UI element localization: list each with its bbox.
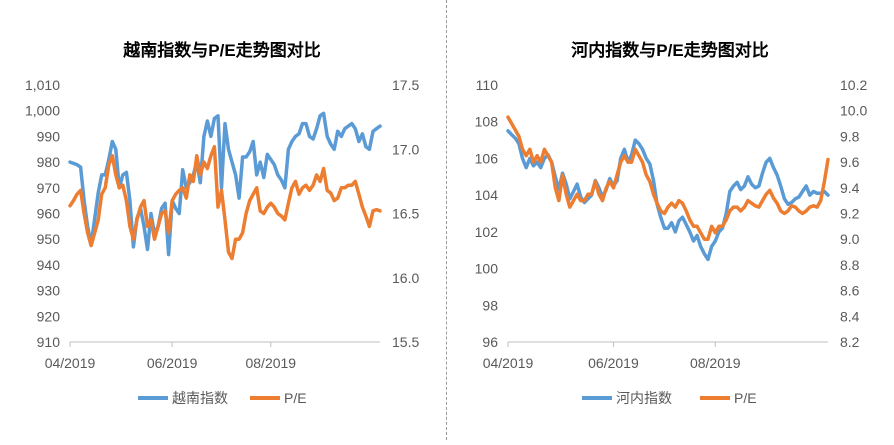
vn-x-tick-label: 04/2019 <box>45 355 96 371</box>
vn-left-tick-label: 910 <box>37 334 61 350</box>
hnx-left-tick-label: 96 <box>482 334 498 350</box>
hnx-left-tick-label: 106 <box>475 150 499 166</box>
hnx-left-tick-label: 102 <box>475 224 499 240</box>
vn-left-tick-label: 930 <box>37 283 61 299</box>
vn-left-tick-label: 1,000 <box>25 103 60 119</box>
hnx-x-tick-label: 06/2019 <box>588 355 639 371</box>
hnx-series-line-pe <box>506 115 830 241</box>
panel-divider <box>446 0 447 440</box>
hnx-right-tick-label: 10.2 <box>840 77 867 93</box>
chart-panel-hnx-index: 河内指数与P/E走势图对比 96 98 100 102 104 106 108 110 8.2 8.… <box>448 0 894 440</box>
hnx-right-tick-label: 10.0 <box>840 103 867 119</box>
vn-series-line-index <box>68 111 382 257</box>
hnx-left-tick-label: 108 <box>475 114 499 130</box>
hnx-x-tick-label: 08/2019 <box>690 355 741 371</box>
hnx-right-tick-label: 9.0 <box>840 231 860 247</box>
hnx-right-tick-label: 8.8 <box>840 257 860 273</box>
hnx-legend-label: 河内指数 <box>616 390 672 406</box>
vn-left-tick-label: 1,010 <box>25 77 60 93</box>
hnx-left-tick-label: 110 <box>476 77 499 93</box>
vn-legend-label: P/E <box>284 390 307 406</box>
vn-left-tick-label: 950 <box>37 231 61 247</box>
hnx-right-tick-label: 8.6 <box>840 283 860 299</box>
vn-legend-label: 越南指数 <box>172 390 228 406</box>
vn-x-tick-label: 06/2019 <box>147 355 198 371</box>
vn-left-tick-label: 920 <box>37 308 61 324</box>
vn-right-tick-label: 17.5 <box>392 77 419 93</box>
hnx-right-tick-label: 9.4 <box>840 180 860 196</box>
vn-series-line-pe <box>68 144 382 261</box>
hnx-right-tick-label: 8.4 <box>840 308 860 324</box>
vn-right-tick-label: 16.0 <box>392 270 419 286</box>
vn-x-tick-label: 08/2019 <box>245 355 296 371</box>
vn-right-tick-label: 17.0 <box>392 141 419 157</box>
hnx-right-tick-label: 9.6 <box>840 154 860 170</box>
vn-left-tick-label: 940 <box>37 257 61 273</box>
hnx-x-tick-label: 04/2019 <box>483 355 534 371</box>
vn-right-tick-label: 15.5 <box>392 334 419 350</box>
hnx-right-tick-label: 8.2 <box>840 334 860 350</box>
chart-panel-vn-index: 越南指数与P/E走势图对比 910 920 930 940 950 960 970 980 990… <box>0 0 446 440</box>
hnx-index-chart: 河内指数与P/E走势图对比 96 98 100 102 104 106 108 110 8.2 8.… <box>475 40 868 406</box>
vn-index-chart: 越南指数与P/E走势图对比 910 920 930 940 950 960 970 980 990… <box>25 40 420 406</box>
hnx-left-tick-label: 98 <box>482 297 498 313</box>
hnx-legend-label: P/E <box>734 390 757 406</box>
hnx-right-tick-label: 9.8 <box>840 128 860 144</box>
vn-left-tick-label: 960 <box>37 206 61 222</box>
hnx-left-tick-label: 100 <box>475 261 499 277</box>
vn-left-tick-label: 980 <box>37 154 61 170</box>
hnx-chart-title: 河内指数与P/E走势图对比 <box>571 40 768 60</box>
vn-left-tick-label: 990 <box>37 128 61 144</box>
vn-left-tick-label: 970 <box>37 180 61 196</box>
hnx-right-tick-label: 9.2 <box>840 206 860 222</box>
hnx-left-tick-label: 104 <box>475 187 499 203</box>
vn-chart-title: 越南指数与P/E走势图对比 <box>122 40 320 60</box>
vn-right-tick-label: 16.5 <box>392 206 419 222</box>
